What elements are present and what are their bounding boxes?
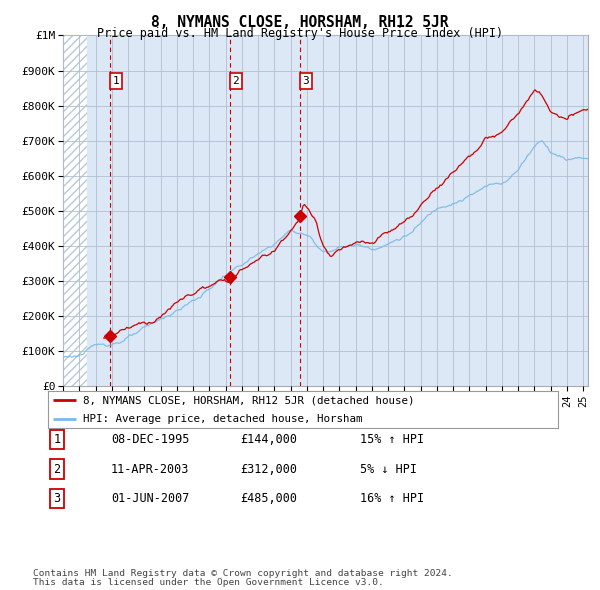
Text: 1: 1: [53, 433, 61, 446]
Text: This data is licensed under the Open Government Licence v3.0.: This data is licensed under the Open Gov…: [33, 578, 384, 588]
Text: 08-DEC-1995: 08-DEC-1995: [111, 433, 190, 446]
Text: £144,000: £144,000: [240, 433, 297, 446]
Text: 8, NYMANS CLOSE, HORSHAM, RH12 5JR: 8, NYMANS CLOSE, HORSHAM, RH12 5JR: [151, 15, 449, 30]
Text: 3: 3: [53, 492, 61, 505]
Text: 8, NYMANS CLOSE, HORSHAM, RH12 5JR (detached house): 8, NYMANS CLOSE, HORSHAM, RH12 5JR (deta…: [83, 395, 414, 405]
Text: 01-JUN-2007: 01-JUN-2007: [111, 492, 190, 505]
Text: 3: 3: [302, 76, 309, 86]
Text: £312,000: £312,000: [240, 463, 297, 476]
Text: 15% ↑ HPI: 15% ↑ HPI: [360, 433, 424, 446]
Text: Price paid vs. HM Land Registry's House Price Index (HPI): Price paid vs. HM Land Registry's House …: [97, 27, 503, 40]
Text: 5% ↓ HPI: 5% ↓ HPI: [360, 463, 417, 476]
Text: 2: 2: [233, 76, 239, 86]
Text: 11-APR-2003: 11-APR-2003: [111, 463, 190, 476]
Text: 16% ↑ HPI: 16% ↑ HPI: [360, 492, 424, 505]
Text: HPI: Average price, detached house, Horsham: HPI: Average price, detached house, Hors…: [83, 414, 362, 424]
Text: Contains HM Land Registry data © Crown copyright and database right 2024.: Contains HM Land Registry data © Crown c…: [33, 569, 453, 578]
Bar: [63, 35, 88, 386]
Text: 1: 1: [113, 76, 119, 86]
Text: 2: 2: [53, 463, 61, 476]
Text: £485,000: £485,000: [240, 492, 297, 505]
